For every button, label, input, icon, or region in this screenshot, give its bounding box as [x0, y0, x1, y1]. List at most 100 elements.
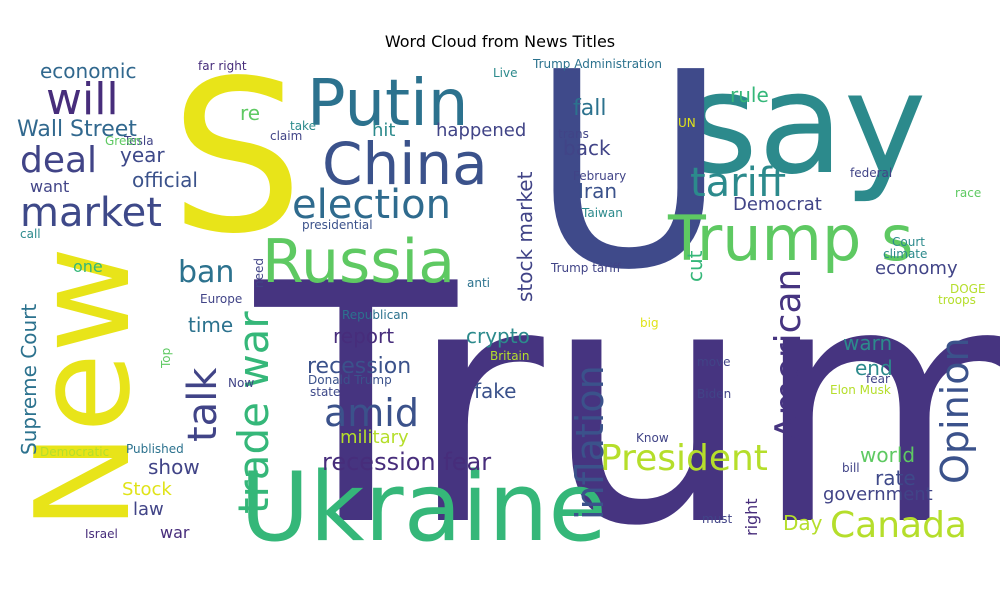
word-need: need — [252, 258, 266, 288]
word-presidential: presidential — [302, 218, 373, 232]
word-wall-street: Wall Street — [17, 117, 137, 142]
word-fear: fear — [866, 372, 890, 386]
word-know: Know — [636, 431, 669, 445]
word-back: back — [563, 136, 611, 160]
word-report: report — [333, 324, 394, 348]
word-live: Live — [493, 66, 518, 80]
word-year: year — [120, 143, 165, 167]
word-military: military — [340, 427, 409, 448]
word-law: law — [133, 499, 164, 520]
word-putin: Putin — [307, 67, 468, 141]
word-end: end — [855, 356, 893, 380]
word-troops: troops — [938, 293, 976, 307]
word-trump: Trump — [250, 214, 1000, 598]
word-want: want — [30, 177, 69, 196]
word-israel: Israel — [85, 527, 118, 541]
word-deal: deal — [20, 140, 97, 181]
word-democrat: Democrat — [733, 194, 822, 215]
word-donald-trump: Donald Trump — [308, 373, 392, 387]
word-fake: fake — [474, 379, 516, 403]
word-official: official — [132, 168, 198, 192]
word-trump-tariff: Trump tariff — [550, 261, 622, 275]
word-crypto: crypto — [466, 324, 530, 348]
word-far-right: far right — [198, 59, 247, 73]
word-stock: Stock — [122, 479, 172, 500]
word-now: Now — [228, 376, 254, 390]
word-tesla: Tesla — [123, 134, 154, 148]
word-state: state — [310, 385, 340, 399]
word-recession: recession — [307, 354, 411, 379]
word-race: race — [955, 186, 981, 200]
word-talk: talk — [180, 367, 226, 442]
word-canada: Canada — [830, 505, 967, 546]
word-time: time — [188, 313, 233, 337]
word-inflation: inflation — [568, 365, 612, 520]
word-big: big — [640, 316, 659, 330]
word-china: China — [322, 130, 488, 198]
word-economic: economic — [40, 59, 136, 83]
word-president: President — [600, 438, 768, 479]
word-published: Published — [126, 442, 184, 456]
word-supreme-court: Supreme Court — [17, 304, 41, 455]
word-iran: Iran — [578, 179, 617, 203]
word-hit: hit — [372, 120, 395, 141]
word-february: February — [573, 169, 626, 183]
word-cut: cut — [683, 250, 707, 282]
word-claim: claim — [270, 129, 302, 143]
word-war: war — [160, 523, 190, 542]
word-ban: ban — [178, 255, 234, 290]
word-take: take — [290, 119, 316, 133]
word-new: New — [7, 246, 159, 530]
word-day: Day — [783, 511, 823, 535]
word-britain: Britain — [490, 349, 530, 363]
word-top: Top — [159, 348, 173, 369]
word-election: election — [292, 182, 451, 228]
word-green: Green — [105, 134, 141, 148]
word-amid: amid — [324, 391, 419, 435]
word-happened: happened — [436, 120, 526, 141]
word-s: S — [170, 35, 303, 280]
word-doge: DOGE — [950, 282, 986, 296]
word-say: say — [685, 43, 927, 206]
word-democratic: Democratic — [40, 445, 109, 459]
word-ukraine: Ukraine — [240, 453, 607, 563]
word-american: American — [768, 269, 809, 440]
word-rule: rule — [730, 83, 769, 107]
word-trump-s: Trump s — [667, 202, 913, 275]
word-trans: trans — [558, 127, 589, 141]
word-un: UN — [678, 116, 696, 130]
word-market: market — [20, 190, 162, 236]
word-recession-fear: recession fear — [322, 448, 491, 476]
word-opinion: Opinion — [933, 337, 977, 484]
word-re: re — [240, 101, 260, 125]
word-must: must — [702, 512, 733, 526]
word-russia: Russia — [262, 227, 455, 297]
word-trump-administration: Trump Administration — [532, 57, 662, 71]
word-federal: federal — [850, 166, 892, 180]
word-europe: Europe — [200, 292, 242, 306]
chart-title: Word Cloud from News Titles — [384, 32, 616, 51]
word-court: Court — [892, 235, 925, 249]
word-rate: rate — [875, 466, 916, 490]
word-move: move — [697, 355, 731, 369]
word-warn: warn — [843, 331, 892, 355]
word-biden: Biden — [697, 387, 731, 401]
word-call: call — [20, 227, 41, 241]
word-elon-musk: Elon Musk — [830, 383, 891, 397]
word-republican: Republican — [342, 308, 408, 322]
word-right: right — [742, 498, 761, 536]
word-anti: anti — [467, 276, 490, 290]
word-government: government — [823, 484, 933, 505]
word-stock-market: stock market — [513, 171, 537, 302]
word-climate: climate — [883, 247, 927, 261]
word-u: U — [530, 14, 728, 329]
word-will: will — [46, 74, 119, 125]
word-one: one — [73, 257, 103, 276]
word-bill: bill — [842, 461, 860, 475]
word-economy: economy — [875, 258, 958, 279]
word-show: show — [148, 455, 200, 479]
word-world: world — [860, 443, 915, 467]
word-taiwan: Taiwan — [581, 206, 623, 220]
word-tariff: tariff — [690, 160, 787, 206]
